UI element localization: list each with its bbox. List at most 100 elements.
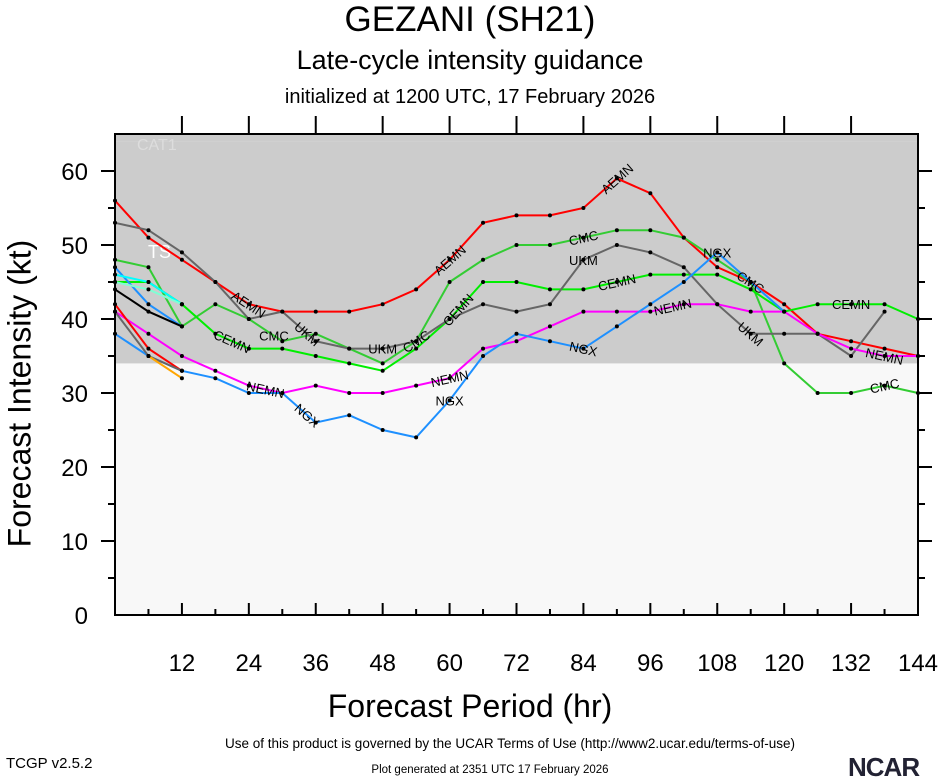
y-tick-label: 60 (61, 159, 88, 186)
data-point (581, 257, 586, 262)
y-tick-label: 50 (61, 233, 88, 260)
data-point (514, 243, 519, 247)
data-point (447, 280, 452, 284)
data-point (179, 257, 184, 262)
y-tick-label: 30 (61, 381, 88, 408)
data-point (614, 280, 619, 284)
series-label: NGX (435, 393, 464, 408)
series-label: NGX (703, 245, 732, 260)
data-point (648, 228, 653, 233)
generated-time: Plot generated at 2351 UTC 17 February 2… (371, 764, 609, 776)
data-point (146, 228, 151, 233)
band-label-ts: TS (148, 242, 171, 262)
y-tick-label: 20 (61, 455, 88, 482)
data-point (481, 280, 486, 284)
data-point (782, 302, 787, 307)
data-point (380, 428, 385, 432)
x-tick-label: 132 (831, 650, 871, 677)
data-point (347, 346, 352, 351)
data-point (246, 317, 251, 321)
series-label: CMC (259, 329, 289, 344)
data-point (347, 413, 352, 418)
data-point (581, 206, 586, 210)
series-label: CMC (567, 228, 599, 249)
series-line-ukm (114, 221, 886, 358)
chart-title: GEZANI (SH21) (344, 0, 596, 39)
data-point (748, 309, 753, 314)
series-label: CEMN (832, 297, 870, 312)
data-point (380, 368, 385, 373)
data-point (715, 272, 720, 277)
data-point (648, 272, 653, 277)
data-point (815, 391, 820, 395)
series-line-extra-12 (147, 355, 183, 380)
y-axis-label: Forecast Intensity (kt) (1, 239, 38, 548)
data-point (179, 376, 184, 381)
data-point (380, 346, 385, 351)
data-point (347, 361, 352, 366)
x-tick-label: 120 (764, 650, 804, 677)
band-label-cat1: CAT1 (137, 137, 177, 154)
series-label: NGX (568, 339, 599, 360)
data-point (681, 235, 686, 240)
data-point (882, 383, 887, 388)
data-point (179, 354, 184, 358)
data-point (547, 302, 552, 307)
data-point (648, 191, 653, 196)
data-point (748, 287, 753, 292)
version: TCGP v2.5.2 (6, 755, 93, 772)
data-point (748, 331, 753, 336)
data-point (414, 435, 419, 440)
data-point (146, 346, 151, 351)
ncar-logo: NCAR (848, 752, 920, 782)
data-point (882, 302, 887, 307)
data-point (313, 331, 318, 336)
data-point (179, 324, 184, 329)
data-point (581, 346, 586, 351)
x-tick-label: 108 (697, 650, 737, 677)
data-point (514, 280, 519, 284)
data-point (313, 339, 318, 344)
data-point (581, 235, 586, 240)
x-tick-label: 72 (503, 650, 530, 677)
data-point (547, 324, 552, 329)
data-point (681, 265, 686, 270)
x-tick-label: 48 (369, 650, 396, 677)
chart-subtitle: Late-cycle intensity guidance (296, 45, 644, 75)
data-point (347, 309, 352, 314)
data-point (481, 257, 486, 262)
data-point (146, 331, 151, 336)
data-point (414, 287, 419, 292)
data-point (614, 243, 619, 247)
data-point (179, 302, 184, 307)
x-tick-label: 36 (302, 650, 329, 677)
data-point (146, 309, 151, 314)
data-point (614, 176, 619, 181)
data-point (715, 257, 720, 262)
data-point (380, 391, 385, 395)
data-point (514, 339, 519, 344)
data-point (882, 309, 887, 314)
terms-of-use: Use of this product is governed by the U… (225, 736, 795, 751)
data-point (213, 331, 218, 336)
data-point (213, 280, 218, 284)
series-label: CMC (869, 376, 901, 397)
x-tick-label: 96 (637, 650, 664, 677)
data-point (614, 324, 619, 329)
x-tick-label: 84 (570, 650, 597, 677)
data-point (648, 302, 653, 307)
y-tick-label: 0 (75, 603, 88, 630)
y-tick-label: 40 (61, 307, 88, 334)
data-point (715, 265, 720, 270)
data-point (547, 213, 552, 218)
data-point (614, 309, 619, 314)
data-point (849, 391, 854, 395)
data-point (614, 228, 619, 233)
data-point (179, 368, 184, 373)
data-point (581, 287, 586, 292)
series-label: UKM (368, 342, 397, 357)
data-point (648, 309, 653, 314)
series-label: UKM (569, 253, 598, 268)
data-point (849, 302, 854, 307)
